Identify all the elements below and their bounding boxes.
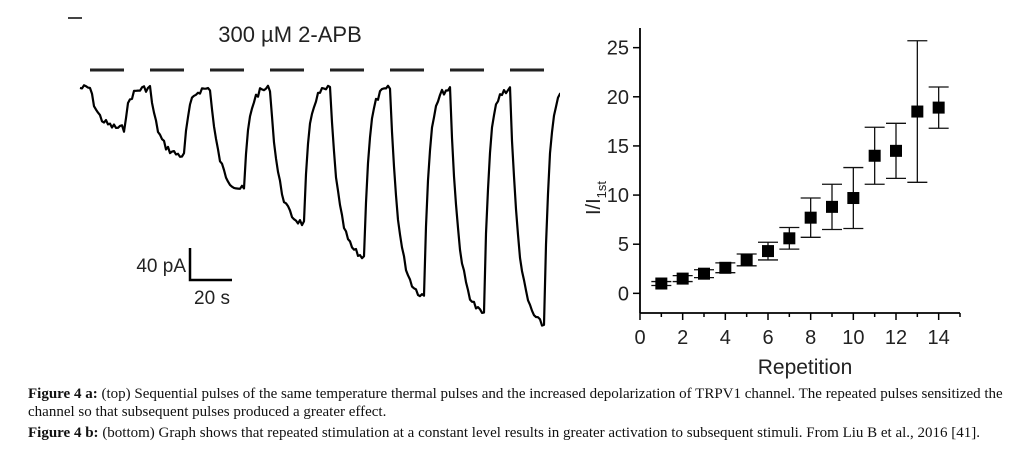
x-axis-title: Repetition	[758, 356, 853, 379]
repetition-plot: 0 5 10 15 20 25 0 2 4 6 8 10 12 14 Repetition I/I1st	[583, 28, 961, 379]
caption-b-label: Figure 4 b:	[28, 425, 99, 441]
data-point	[719, 261, 732, 274]
data-point	[911, 105, 924, 118]
plot-axes: 0 5 10 15 20 25 0 2 4 6 8 10 12 14	[607, 28, 961, 349]
y-tick-label: 5	[618, 234, 629, 256]
error-bars	[651, 40, 949, 287]
x-tick-label: 0	[634, 327, 645, 349]
y-axis-title-main: I/I	[583, 198, 605, 215]
data-point	[890, 144, 902, 157]
data-points	[655, 101, 945, 290]
x-tick-label: 10	[842, 327, 864, 349]
data-point	[655, 277, 668, 290]
caption-a: Figure 4 a: (top) Sequential pulses of t…	[28, 385, 1018, 421]
caption-a-label: Figure 4 a:	[28, 386, 98, 402]
data-point	[676, 272, 689, 285]
y-tick-label: 10	[607, 185, 629, 207]
data-point	[826, 200, 838, 213]
x-tick-label: 6	[762, 327, 773, 349]
x-tick-label: 2	[677, 327, 688, 349]
x-tick-label: 4	[720, 327, 731, 349]
current-trace-panel: 300 µM 2-APB 40 pA 20 s	[68, 17, 560, 327]
drug-label: 300 µM 2-APB	[218, 22, 362, 47]
data-point	[804, 211, 817, 224]
svg-text:I/I1st: I/I1st	[583, 181, 609, 215]
y-tick-label: 15	[607, 136, 629, 158]
scale-bar	[188, 248, 232, 282]
figure-caption: Figure 4 a: (top) Sequential pulses of t…	[28, 385, 1018, 445]
y-axis-title: I/I1st	[583, 181, 609, 215]
current-trace-line	[79, 84, 560, 327]
y-tick-label: 0	[618, 283, 629, 305]
data-point	[698, 267, 710, 280]
data-point	[868, 149, 881, 162]
figure-row: 300 µM 2-APB 40 pA 20 s 0 5 10 15 20 25 0 2 4 6 8 1…	[68, 17, 961, 379]
x-tick-label: 8	[805, 327, 816, 349]
data-point	[740, 253, 753, 266]
y-tick-label: 20	[607, 87, 629, 109]
data-point	[762, 245, 774, 258]
caption-a-text: (top) Sequential pulses of the same temp…	[28, 386, 1003, 420]
caption-b-text: (bottom) Graph shows that repeated stimu…	[98, 425, 981, 441]
x-tick-label: 14	[928, 327, 950, 349]
caption-b: Figure 4 b: (bottom) Graph shows that re…	[28, 424, 1018, 442]
data-point	[783, 232, 796, 245]
y-axis-title-sub: 1st	[594, 181, 609, 199]
scale-time-label: 20 s	[194, 288, 230, 309]
y-tick-label: 25	[607, 38, 629, 60]
scale-current-label: 40 pA	[136, 256, 186, 277]
data-point	[932, 101, 945, 114]
data-point	[847, 192, 860, 205]
x-tick-label: 12	[885, 327, 907, 349]
